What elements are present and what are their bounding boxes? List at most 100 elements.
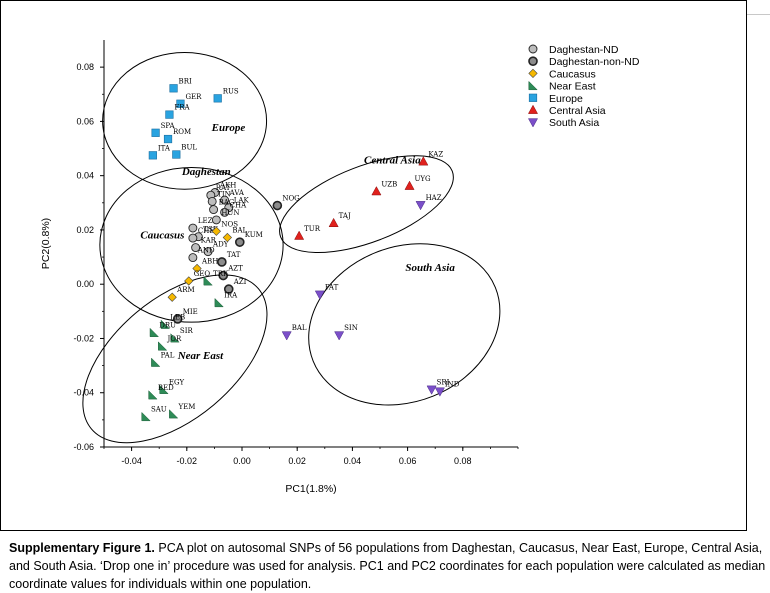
group-ellipse bbox=[99, 167, 284, 323]
group-ellipse bbox=[82, 274, 268, 444]
point-label: AVA bbox=[229, 189, 245, 197]
figure-frame bbox=[0, 0, 747, 531]
data-point bbox=[222, 232, 232, 243]
data-point bbox=[170, 333, 180, 343]
point-label: SPA bbox=[161, 122, 176, 130]
group-label: Near East bbox=[177, 350, 224, 362]
data-point bbox=[418, 156, 429, 166]
y-tick-label: -0.02 bbox=[73, 333, 94, 343]
point-label: TSE bbox=[203, 226, 218, 234]
point-label: RUS bbox=[223, 87, 239, 95]
point-label: PAL bbox=[161, 351, 175, 359]
x-tick-label: 0.06 bbox=[399, 456, 417, 466]
point-label: LEZ bbox=[198, 217, 213, 225]
y-tick-label: 0.06 bbox=[76, 116, 94, 126]
legend: Daghestan-NDDaghestan-non-NDCaucasusNear… bbox=[527, 44, 640, 129]
point-label: TRK bbox=[213, 270, 229, 278]
point-label: JOR bbox=[167, 335, 183, 343]
point-label: TAT bbox=[227, 251, 241, 259]
point-label: SAU bbox=[151, 406, 167, 414]
annotations-layer: Europe Daghestan Caucasus Near East Central … bbox=[140, 122, 455, 362]
data-point bbox=[160, 319, 171, 329]
point-label: EGY bbox=[169, 378, 185, 386]
group-label: Daghestan bbox=[181, 166, 231, 178]
data-point bbox=[158, 341, 168, 351]
point-label: UYG bbox=[415, 175, 432, 183]
data-point bbox=[159, 384, 169, 394]
data-point bbox=[434, 387, 445, 397]
data-point bbox=[214, 297, 224, 308]
data-point bbox=[371, 186, 382, 196]
legend-label: Daghestan-ND bbox=[549, 44, 619, 56]
point-label: YEM bbox=[178, 403, 196, 411]
data-point bbox=[169, 84, 178, 93]
data-point bbox=[149, 327, 160, 337]
legend-label: Caucasus bbox=[549, 68, 596, 80]
point-label: TIN bbox=[217, 190, 231, 198]
y-tick-label: 0.00 bbox=[76, 279, 94, 289]
data-point bbox=[223, 284, 234, 294]
data-point bbox=[314, 290, 325, 300]
group-label: Central Asia bbox=[364, 154, 421, 166]
point-label: KAZ bbox=[428, 151, 443, 159]
point-label: LEB bbox=[170, 313, 185, 321]
data-point bbox=[294, 230, 305, 240]
data-point bbox=[188, 253, 198, 263]
data-point bbox=[148, 151, 157, 160]
data-point bbox=[209, 205, 219, 215]
data-point bbox=[163, 134, 173, 144]
point-label: BRI bbox=[179, 77, 192, 85]
data-point bbox=[207, 196, 217, 206]
point-label: NOG bbox=[282, 195, 300, 203]
data-point bbox=[188, 223, 198, 233]
group-label: Caucasus bbox=[140, 230, 184, 242]
point-label: NOS bbox=[221, 220, 238, 228]
data-point bbox=[328, 217, 339, 227]
point-label: ITA bbox=[158, 144, 171, 152]
legend-marker bbox=[528, 93, 538, 102]
side-rule bbox=[747, 14, 770, 15]
x-tick-label: 0.08 bbox=[454, 456, 472, 466]
legend-label: Near East bbox=[549, 81, 596, 93]
point-label: PAT bbox=[325, 284, 339, 292]
point-label: ABH bbox=[201, 257, 218, 265]
legend-marker bbox=[528, 44, 538, 54]
legend-marker bbox=[527, 118, 539, 128]
data-point bbox=[334, 331, 345, 341]
point-label: HAZ bbox=[426, 194, 442, 202]
point-label: RAT bbox=[216, 184, 231, 192]
point-label: AZI bbox=[233, 278, 247, 286]
point-label: CHA bbox=[230, 201, 247, 209]
point-label: AND bbox=[197, 247, 215, 255]
data-point bbox=[404, 180, 415, 190]
point-label: ROM bbox=[173, 128, 191, 136]
data-point bbox=[211, 215, 221, 225]
legend-marker bbox=[528, 68, 538, 79]
y-tick-label: -0.06 bbox=[73, 442, 94, 452]
data-point bbox=[188, 233, 198, 243]
data-point bbox=[218, 270, 229, 281]
point-label: BAG bbox=[219, 199, 235, 207]
legend-label: Central Asia bbox=[549, 105, 606, 117]
y-tick-label: 0.08 bbox=[76, 62, 94, 72]
data-point bbox=[203, 276, 213, 286]
figure-caption: Supplementary Figure 1. PCA plot on auto… bbox=[9, 539, 767, 593]
group-ellipse bbox=[102, 51, 268, 190]
point-label: TUR bbox=[304, 225, 321, 233]
data-point bbox=[165, 110, 174, 119]
legend-marker bbox=[528, 56, 538, 67]
pca-scatter-chart: -0.04 -0.02 0.00 0.02 0.04 0.06 0.08 0.08 0.06 0.… bbox=[40, 40, 640, 495]
y-tick-label: 0.02 bbox=[76, 225, 94, 235]
point-label: IRA bbox=[224, 292, 238, 300]
x-tick-label: 0.04 bbox=[344, 456, 362, 466]
group-ellipse bbox=[279, 155, 454, 254]
point-label: UZB bbox=[381, 180, 397, 188]
group-label: Europe bbox=[211, 122, 246, 134]
data-point bbox=[234, 237, 245, 247]
group-label: South Asia bbox=[405, 262, 455, 274]
point-label: ARM bbox=[176, 286, 195, 294]
data-point bbox=[415, 201, 426, 211]
point-label: AKH bbox=[219, 181, 236, 189]
data-point bbox=[192, 263, 202, 274]
data-point bbox=[176, 99, 185, 108]
